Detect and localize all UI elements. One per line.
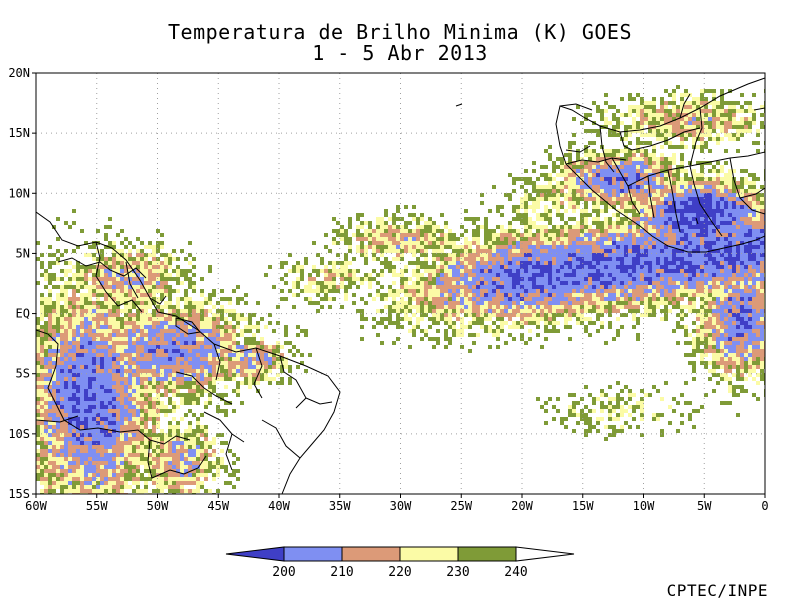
map-title: Temperatura de Brilho Minima (K) GOES [167, 20, 633, 44]
lat-tick-label: 10N [8, 186, 30, 200]
lat-tick-label: 5S [16, 367, 30, 381]
legend-swatch-below-200 [225, 546, 285, 562]
legend-tick-230: 230 [446, 565, 469, 580]
legend-tick-240: 240 [504, 565, 527, 580]
legend-swatch-200-210 [283, 546, 343, 562]
longitude-axis: 60W 55W 50W 45W 40W 35W 30W 25W 20W 15W 10W 5W 0 [25, 494, 769, 513]
lon-tick-label: 35W [329, 499, 351, 513]
lon-tick-label: 5W [697, 499, 712, 513]
lon-tick-label: 50W [147, 499, 169, 513]
lat-tick-label: 5N [16, 246, 30, 260]
credit-label: CPTEC/INPE [666, 581, 768, 600]
lon-tick-label: 60W [25, 499, 47, 513]
lon-tick-label: 15W [572, 499, 594, 513]
legend-tick-220: 220 [388, 565, 411, 580]
lon-tick-label: 55W [86, 499, 108, 513]
coastlines [36, 77, 765, 494]
lon-tick-label: 30W [390, 499, 412, 513]
lon-tick-label: 40W [268, 499, 290, 513]
legend-swatch-above-240 [515, 546, 575, 562]
legend-swatch-210-220 [341, 546, 401, 562]
lat-tick-label: EQ [16, 307, 30, 321]
map-grid [36, 73, 765, 494]
lat-tick-label: 15S [8, 487, 30, 501]
map-date-range: 1 - 5 Abr 2013 [312, 41, 488, 65]
lon-tick-label: 45W [207, 499, 229, 513]
lat-tick-label: 20N [8, 66, 30, 80]
legend-tick-200: 200 [272, 565, 295, 580]
lat-tick-label: 15N [8, 126, 30, 140]
color-legend: 200 210 220 230 240 [225, 546, 575, 580]
lon-tick-label: 25W [450, 499, 472, 513]
lon-tick-label: 10W [633, 499, 655, 513]
legend-tick-210: 210 [330, 565, 353, 580]
lon-tick-label: 20W [511, 499, 533, 513]
lon-tick-label: 0 [761, 499, 768, 513]
legend-swatch-220-230 [399, 546, 459, 562]
legend-swatch-230-240 [457, 546, 517, 562]
lat-tick-label: 10S [8, 427, 30, 441]
latitude-axis: 20N 15N 10N 5N EQ 5S 10S 15S [8, 66, 36, 501]
